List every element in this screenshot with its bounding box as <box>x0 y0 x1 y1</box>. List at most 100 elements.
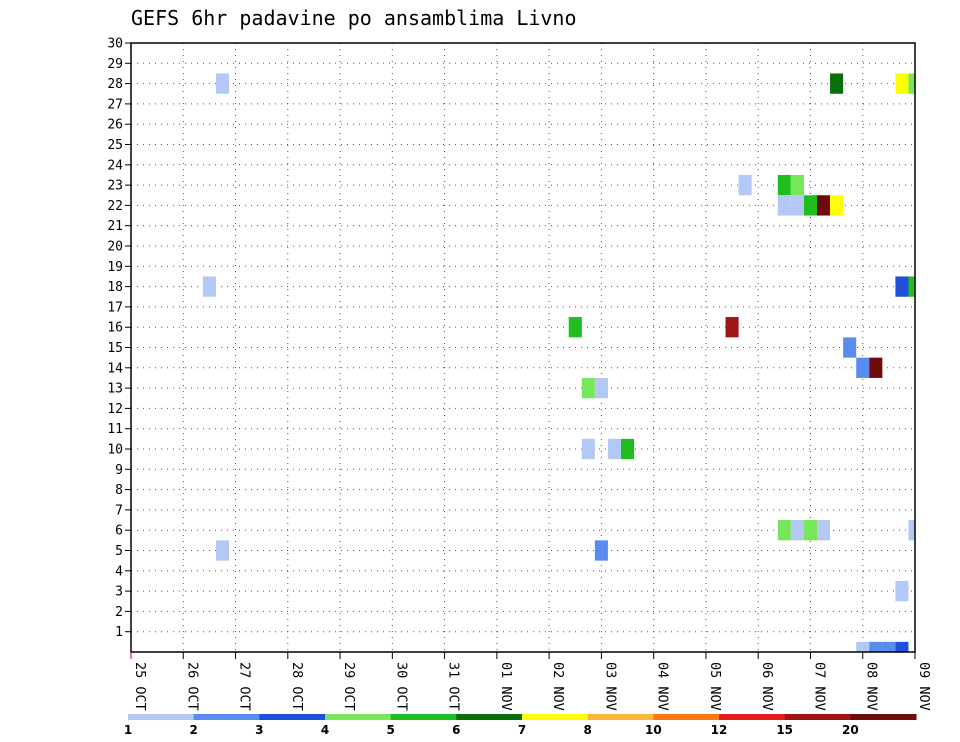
y-axis: 1234567891011121314151617181920212223242… <box>107 37 131 640</box>
precip-cell <box>908 276 915 297</box>
colorbar-label: 15 <box>776 723 793 737</box>
y-tick-label: 18 <box>107 280 123 295</box>
y-tick-label: 10 <box>107 443 123 458</box>
colorbar-label: 3 <box>255 723 263 737</box>
y-tick-label: 6 <box>115 524 123 539</box>
y-tick-label: 22 <box>107 199 123 214</box>
y-tick-label: 2 <box>115 605 123 620</box>
colorbar-segment <box>193 714 260 720</box>
colorbar-label: 6 <box>452 723 460 737</box>
colorbar: 1 2 3 4 5 6 7 8 10 12 15 20 <box>124 714 917 737</box>
y-tick-label: 19 <box>107 260 123 275</box>
precip-cell <box>621 438 635 460</box>
x-tick-label: 29 OCT <box>341 662 357 711</box>
colorbar-segment <box>325 714 392 720</box>
precip-cell <box>581 438 595 460</box>
precip-cell <box>581 377 595 399</box>
precip-cell <box>594 377 608 399</box>
precip-cell <box>869 357 883 378</box>
colorbar-label: 1 <box>124 723 132 737</box>
y-tick-label: 16 <box>107 321 123 336</box>
y-tick-label: 17 <box>107 300 123 315</box>
precip-cell <box>725 317 739 338</box>
y-tick-label: 29 <box>107 57 123 72</box>
precip-cell <box>215 73 229 94</box>
precip-cell <box>895 276 909 297</box>
y-tick-label: 4 <box>115 564 123 579</box>
x-tick-label: 05 NOV <box>707 662 723 711</box>
precip-cell <box>908 520 915 541</box>
x-tick-label: 02 NOV <box>550 662 566 711</box>
precip-cell <box>895 641 909 652</box>
precip-cell <box>790 520 804 541</box>
colorbar-segment <box>128 714 195 720</box>
y-tick-label: 11 <box>107 422 123 437</box>
chart-title: GEFS 6hr padavine po ansamblima Livno <box>131 6 577 30</box>
precip-cell <box>594 540 608 561</box>
precip-cell <box>777 174 791 196</box>
precip-cell <box>202 276 216 297</box>
x-tick-label: 06 NOV <box>759 662 775 711</box>
x-tick-label: 09 NOV <box>916 662 932 711</box>
y-tick-label: 27 <box>107 97 123 112</box>
x-tick-label: 28 OCT <box>289 662 305 711</box>
x-tick-label: 04 NOV <box>655 662 671 711</box>
precip-cell <box>215 540 229 561</box>
colorbar-segment <box>850 714 917 720</box>
x-tick-label: 07 NOV <box>811 662 827 711</box>
precip-cell <box>790 174 804 196</box>
y-tick-label: 7 <box>115 503 123 518</box>
y-tick-label: 8 <box>115 483 123 498</box>
y-tick-label: 20 <box>107 240 123 255</box>
precip-cell <box>817 195 831 216</box>
y-tick-label: 15 <box>107 341 123 356</box>
precip-cell <box>908 73 915 94</box>
precip-cell <box>777 520 791 541</box>
colorbar-label: 10 <box>645 723 662 737</box>
y-tick-label: 9 <box>115 463 123 478</box>
precip-cell <box>882 641 896 652</box>
colorbar-segment <box>390 714 457 720</box>
precip-cell <box>869 641 883 652</box>
x-tick-label: 26 OCT <box>184 662 200 711</box>
colorbar-segment <box>653 714 720 720</box>
precip-cell <box>856 357 870 378</box>
y-tick-label: 23 <box>107 179 123 194</box>
y-tick-label: 12 <box>107 402 123 417</box>
precip-cell <box>817 520 831 541</box>
colorbar-label: 12 <box>711 723 728 737</box>
precip-cell <box>830 195 844 216</box>
y-tick-label: 30 <box>107 37 123 52</box>
y-tick-label: 24 <box>107 158 123 173</box>
precip-cell <box>738 174 752 196</box>
precip-cell <box>607 438 621 460</box>
precip-cell <box>803 520 817 541</box>
colorbar-label: 4 <box>321 723 329 737</box>
precip-cell <box>568 317 582 338</box>
y-tick-label: 13 <box>107 382 123 397</box>
precip-cell <box>777 195 791 216</box>
precip-cell <box>895 580 909 602</box>
x-tick-label: 25 OCT <box>132 662 148 711</box>
y-tick-label: 5 <box>115 544 123 559</box>
y-tick-label: 1 <box>115 625 123 640</box>
colorbar-label: 2 <box>189 723 197 737</box>
x-axis: 25 OCT 26 OCT 27 OCT 28 OCT 29 OCT 30 OCT 31 O… <box>130 652 932 711</box>
y-tick-label: 26 <box>107 118 123 133</box>
y-tick-label: 21 <box>107 219 123 234</box>
precip-cell <box>856 641 870 652</box>
colorbar-segment <box>719 714 786 720</box>
x-tick-label: 27 OCT <box>237 662 253 711</box>
precipitation-cells <box>202 73 915 652</box>
colorbar-segment <box>259 714 326 720</box>
y-tick-label: 28 <box>107 77 123 92</box>
x-tick-label: 01 NOV <box>498 662 514 711</box>
y-tick-label: 14 <box>107 361 123 376</box>
colorbar-label: 5 <box>386 723 394 737</box>
grid-lines <box>131 43 915 652</box>
x-tick-label: 30 OCT <box>393 662 409 711</box>
colorbar-segment <box>456 714 523 720</box>
colorbar-segment <box>784 714 851 720</box>
colorbar-segment <box>522 714 589 720</box>
